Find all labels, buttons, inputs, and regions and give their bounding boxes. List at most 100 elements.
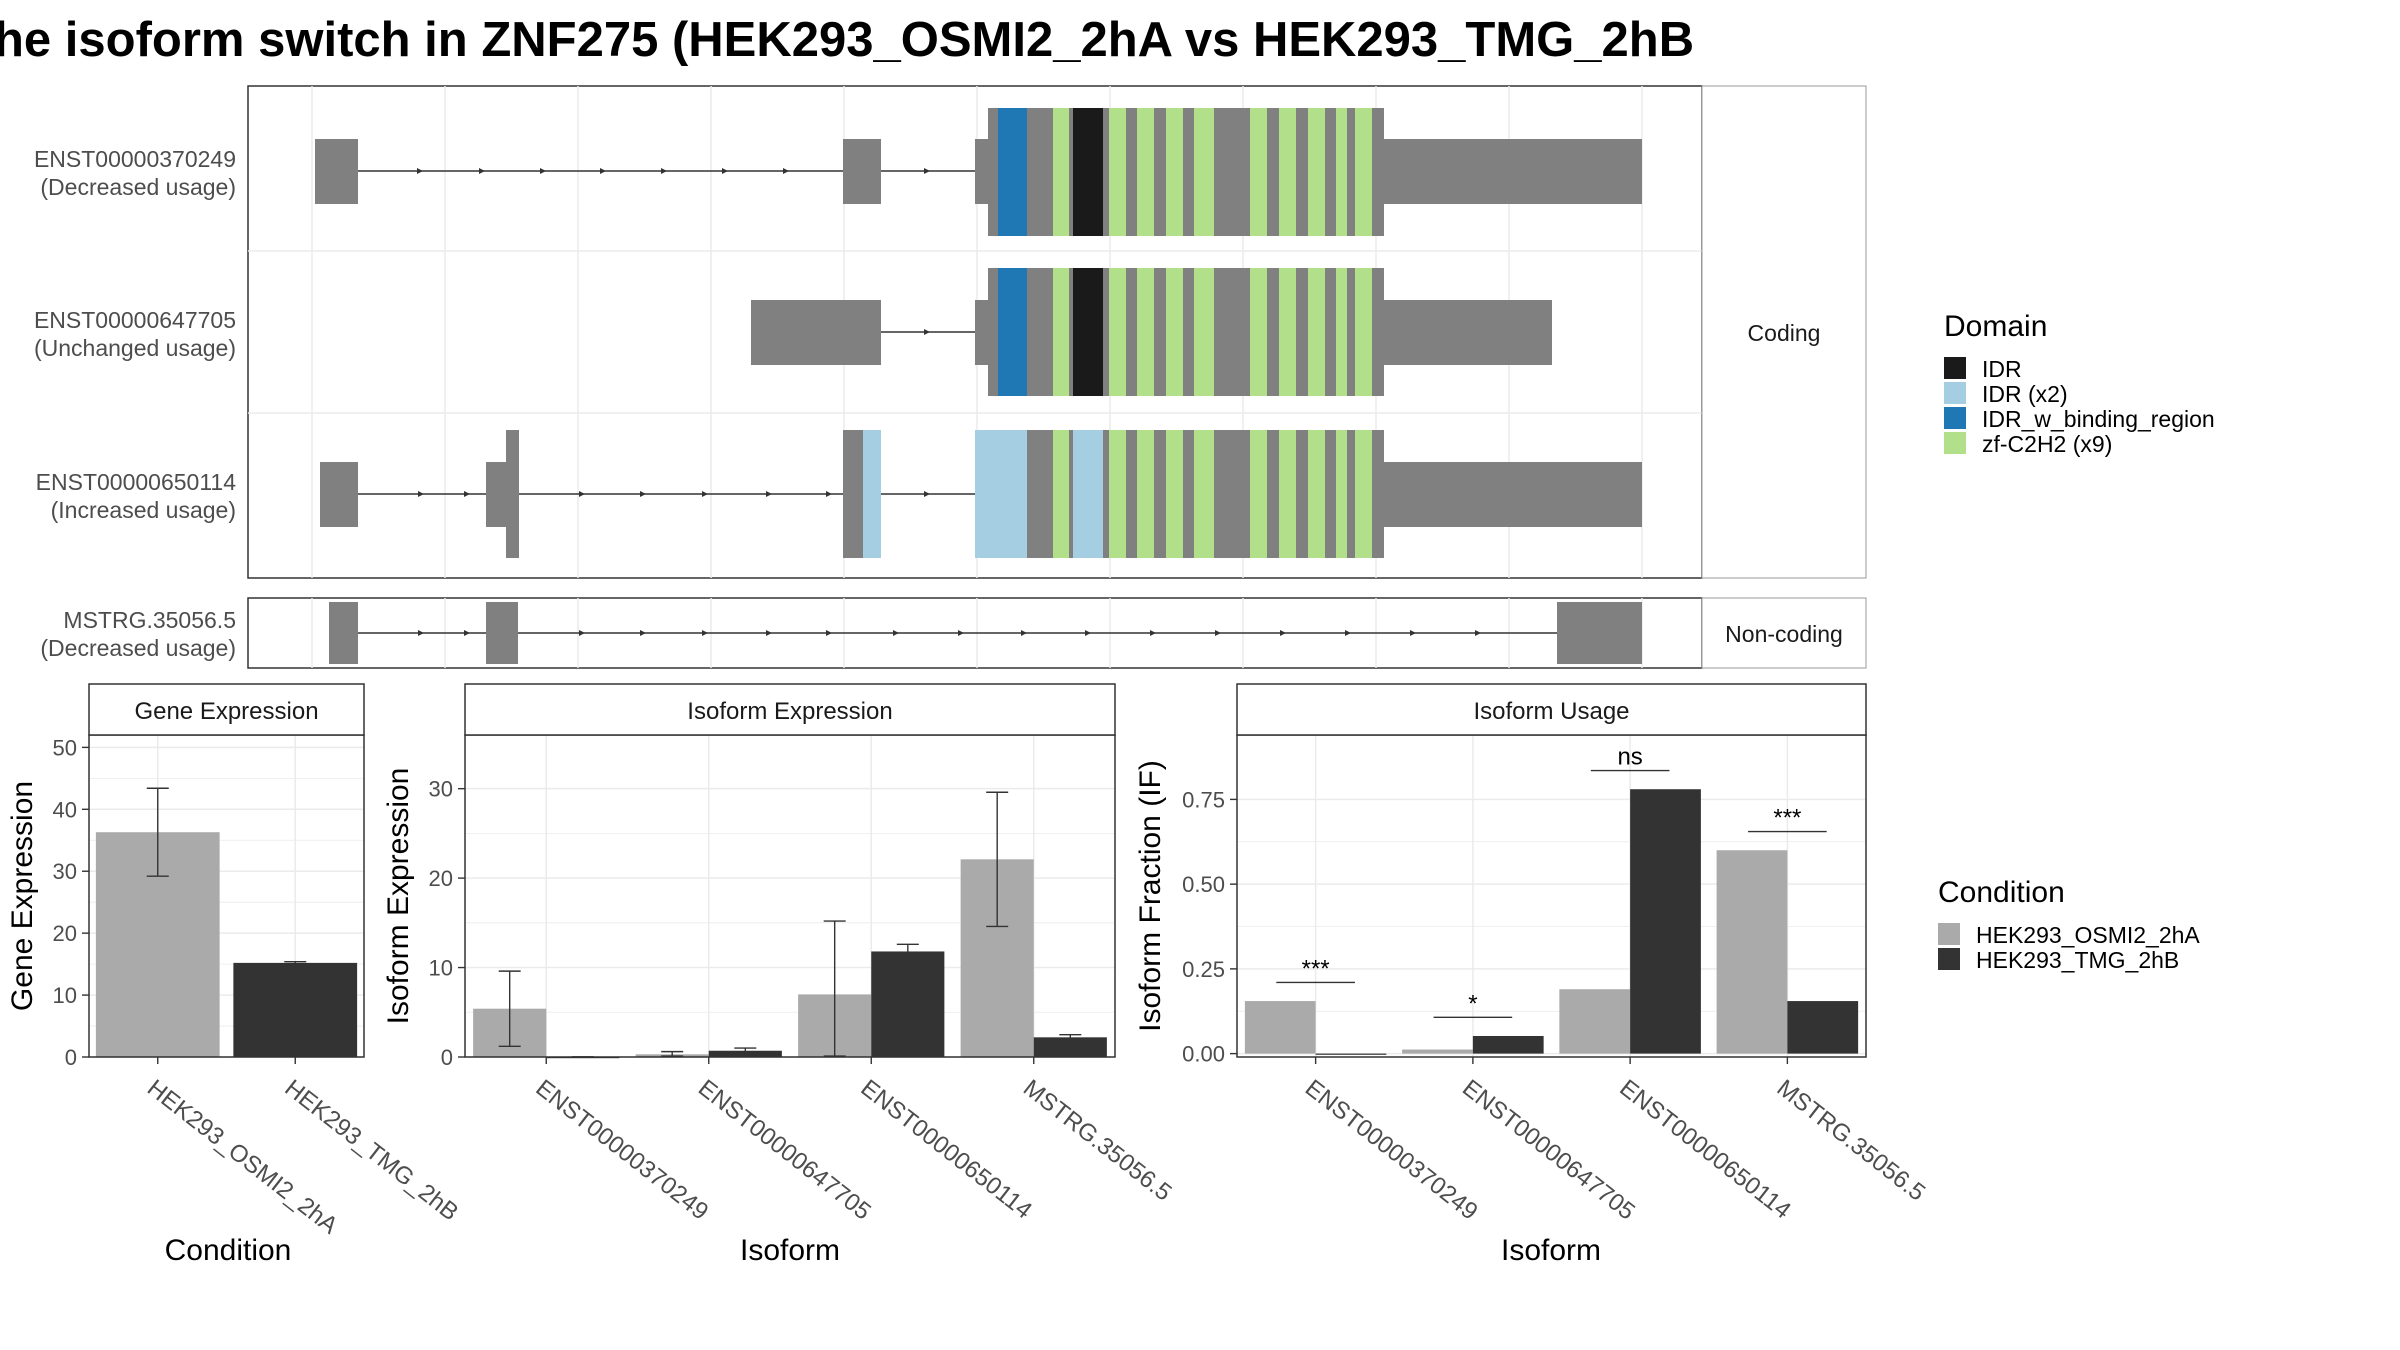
exon bbox=[506, 430, 519, 558]
chart-panel-2: ****ns***Isoform Usage0.000.250.500.75EN… bbox=[1134, 683, 1931, 1267]
bar bbox=[233, 962, 358, 1057]
coding-structure-panel bbox=[247, 85, 1703, 579]
x-axis-title: Isoform bbox=[740, 1234, 840, 1267]
transcript-enst00000370249 bbox=[315, 108, 1642, 236]
x-tick-label: ENST00000647705 bbox=[1457, 1074, 1640, 1225]
exon-utr bbox=[1384, 300, 1552, 365]
exon bbox=[329, 602, 358, 664]
exon bbox=[486, 602, 518, 664]
legend-swatch bbox=[1944, 382, 1966, 404]
domain-zf-c2h2 bbox=[1053, 108, 1372, 236]
y-tick-label: 0 bbox=[65, 1045, 77, 1070]
transcript-id-label: ENST00000650114 bbox=[36, 469, 237, 495]
y-tick-label: 0.50 bbox=[1182, 872, 1225, 897]
domain-idr-w-binding-region bbox=[998, 108, 1027, 236]
legend-label: HEK293_OSMI2_2hA bbox=[1976, 922, 2200, 948]
x-tick-label: MSTRG.35056.5 bbox=[1018, 1074, 1177, 1206]
legend-label: HEK293_TMG_2hB bbox=[1976, 947, 2179, 973]
legend-swatch bbox=[1944, 407, 1966, 429]
significance-label: *** bbox=[1302, 955, 1330, 982]
transcript-labels: ENST00000370249 (Decreased usage) ENST00… bbox=[34, 146, 236, 661]
y-tick-label: 50 bbox=[53, 735, 77, 760]
domain-legend: Domain IDR IDR (x2) IDR_w_binding_region… bbox=[1944, 310, 2215, 457]
exon bbox=[486, 462, 506, 527]
x-tick-label: ENST00000647705 bbox=[693, 1074, 876, 1225]
y-tick-label: 0.25 bbox=[1182, 957, 1225, 982]
exon bbox=[315, 139, 358, 204]
y-axis-title: Gene Expression bbox=[6, 781, 39, 1011]
exon-utr bbox=[1384, 139, 1642, 204]
domain-idr-x2 bbox=[863, 430, 881, 558]
x-tick-label: ENST00000650114 bbox=[1614, 1074, 1795, 1224]
exon bbox=[843, 430, 863, 558]
y-tick-label: 20 bbox=[429, 866, 453, 891]
exon-utr bbox=[1384, 462, 1642, 527]
y-axis-title: Isoform Fraction (IF) bbox=[1134, 760, 1167, 1032]
transcript-usage-label: (Decreased usage) bbox=[40, 635, 236, 661]
chart-panel-1: Isoform Expression 0 10 20 30 ENST00000370249… bbox=[382, 683, 1177, 1267]
intron-arrows bbox=[418, 491, 930, 497]
y-tick-label: 10 bbox=[429, 956, 453, 981]
transcript-enst00000650114 bbox=[320, 430, 1642, 558]
bar-charts: Gene Expression01020304050HEK293_OSMI2_2… bbox=[6, 683, 1931, 1267]
significance-label: ns bbox=[1617, 744, 1642, 771]
y-tick-label: 20 bbox=[53, 921, 77, 946]
transcript-usage-label: (Decreased usage) bbox=[40, 174, 236, 200]
coding-strip: Coding bbox=[1701, 85, 1867, 579]
domain-idr bbox=[1073, 108, 1103, 236]
error-bar bbox=[734, 1047, 757, 1054]
domain-legend-title: Domain bbox=[1944, 310, 2047, 343]
y-tick-label: 10 bbox=[53, 983, 77, 1008]
x-axis-title: Isoform bbox=[1501, 1234, 1601, 1267]
noncoding-strip-label: Non-coding bbox=[1725, 621, 1843, 647]
significance-label: *** bbox=[1773, 805, 1801, 832]
error-bar bbox=[896, 943, 919, 958]
domain-idr bbox=[1073, 268, 1103, 396]
error-bar bbox=[986, 791, 1009, 928]
error-bar bbox=[1059, 1033, 1082, 1041]
panel-title: Isoform Expression bbox=[687, 698, 892, 725]
transcript-usage-label: (Increased usage) bbox=[51, 497, 236, 523]
exon bbox=[843, 139, 881, 204]
y-tick-label: 30 bbox=[53, 859, 77, 884]
domain-zf-c2h2 bbox=[1053, 430, 1372, 558]
exon bbox=[1557, 602, 1642, 664]
bar bbox=[1033, 1037, 1107, 1057]
exon-utr bbox=[975, 300, 988, 365]
legend-swatch bbox=[1944, 432, 1966, 454]
coding-strip-label: Coding bbox=[1748, 320, 1821, 346]
error-bar bbox=[661, 1050, 684, 1057]
panel-strip bbox=[464, 683, 1116, 736]
transcript-id-label: MSTRG.35056.5 bbox=[63, 607, 236, 633]
legend-label: zf-C2H2 (x9) bbox=[1982, 431, 2112, 457]
error-bar bbox=[498, 970, 521, 1047]
domain-idr-w-binding-region bbox=[998, 268, 1027, 396]
error-bar bbox=[284, 960, 307, 965]
bar bbox=[1472, 1035, 1544, 1054]
domain-zf-c2h2 bbox=[1053, 268, 1372, 396]
exon-utr bbox=[975, 139, 988, 204]
panel-strip bbox=[88, 683, 365, 736]
bar bbox=[708, 1050, 782, 1057]
noncoding-structure-panel bbox=[247, 597, 1703, 669]
y-tick-label: 0.75 bbox=[1182, 787, 1225, 812]
condition-legend: Condition HEK293_OSMI2_2hA HEK293_TMG_2h… bbox=[1938, 876, 2200, 973]
condition-legend-title: Condition bbox=[1938, 876, 2065, 909]
noncoding-strip: Non-coding bbox=[1701, 597, 1867, 669]
x-tick-label: ENST00000370249 bbox=[531, 1074, 714, 1225]
legend-label: IDR_w_binding_region bbox=[1982, 406, 2215, 432]
x-axis-title: Condition bbox=[165, 1234, 292, 1267]
panel-title: Gene Expression bbox=[134, 698, 318, 725]
legend-swatch bbox=[1938, 923, 1960, 945]
figure-title: he isoform switch in ZNF275 (HEK293_OSMI… bbox=[0, 13, 1694, 67]
legend-swatch bbox=[1944, 357, 1966, 379]
y-axis-title: Isoform Expression bbox=[382, 768, 415, 1025]
transcript-mstrg-35056-5 bbox=[329, 602, 1642, 664]
domain-idr-x2 bbox=[975, 430, 1103, 558]
panel-strip bbox=[1236, 683, 1867, 736]
x-tick-label: MSTRG.35056.5 bbox=[1772, 1074, 1931, 1206]
transcript-usage-label: (Unchanged usage) bbox=[34, 335, 236, 361]
bar bbox=[1315, 1053, 1387, 1055]
y-tick-label: 0 bbox=[441, 1045, 453, 1070]
exon bbox=[320, 462, 358, 527]
